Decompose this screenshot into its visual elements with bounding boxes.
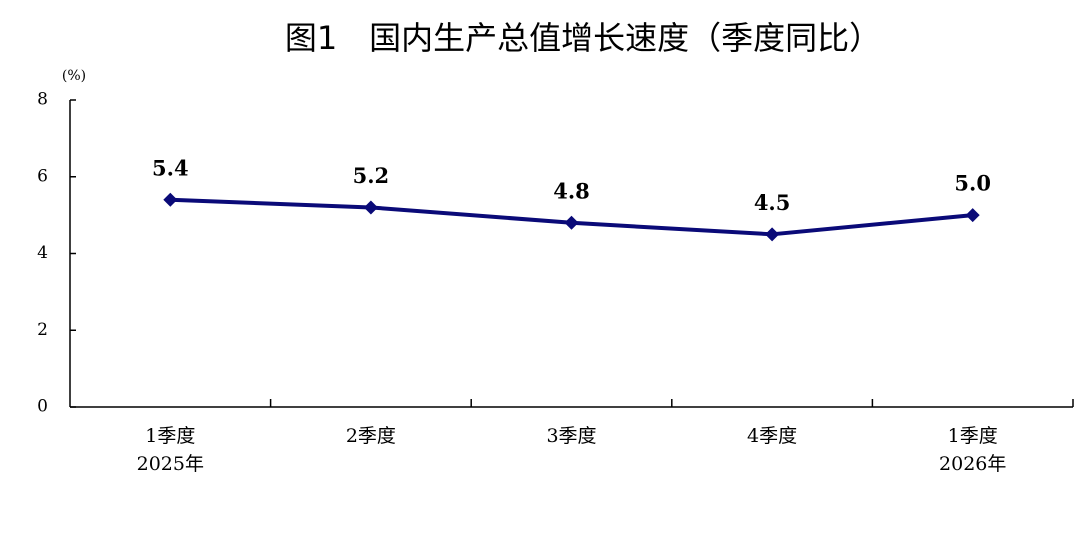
x-tick-label: 4季度 xyxy=(747,425,797,447)
x-tick-label: 2025年 xyxy=(137,453,204,475)
y-tick-label: 8 xyxy=(37,90,48,110)
y-unit: (%) xyxy=(62,68,86,84)
chart-title: 图1 国内生产总值增长速度（季度同比） xyxy=(285,19,881,57)
data-label: 5.2 xyxy=(353,163,390,188)
x-tick-label: 3季度 xyxy=(546,425,596,447)
data-label: 5.4 xyxy=(152,155,189,180)
data-label: 5.0 xyxy=(954,171,991,196)
y-tick-label: 6 xyxy=(37,166,48,186)
marker xyxy=(363,200,378,215)
marker xyxy=(965,208,980,223)
data-label: 4.5 xyxy=(754,190,791,215)
marker xyxy=(765,227,780,242)
y-tick-label: 4 xyxy=(37,243,48,263)
y-tick-label: 2 xyxy=(37,320,48,340)
marker xyxy=(163,192,178,207)
x-tick-label: 2026年 xyxy=(939,453,1006,475)
data-label: 4.8 xyxy=(553,178,590,203)
x-tick-label: 1季度 xyxy=(145,425,195,447)
x-tick-label: 2季度 xyxy=(346,425,396,447)
y-tick-label: 0 xyxy=(37,397,48,417)
marker xyxy=(564,215,579,230)
x-tick-label: 1季度 xyxy=(948,425,998,447)
